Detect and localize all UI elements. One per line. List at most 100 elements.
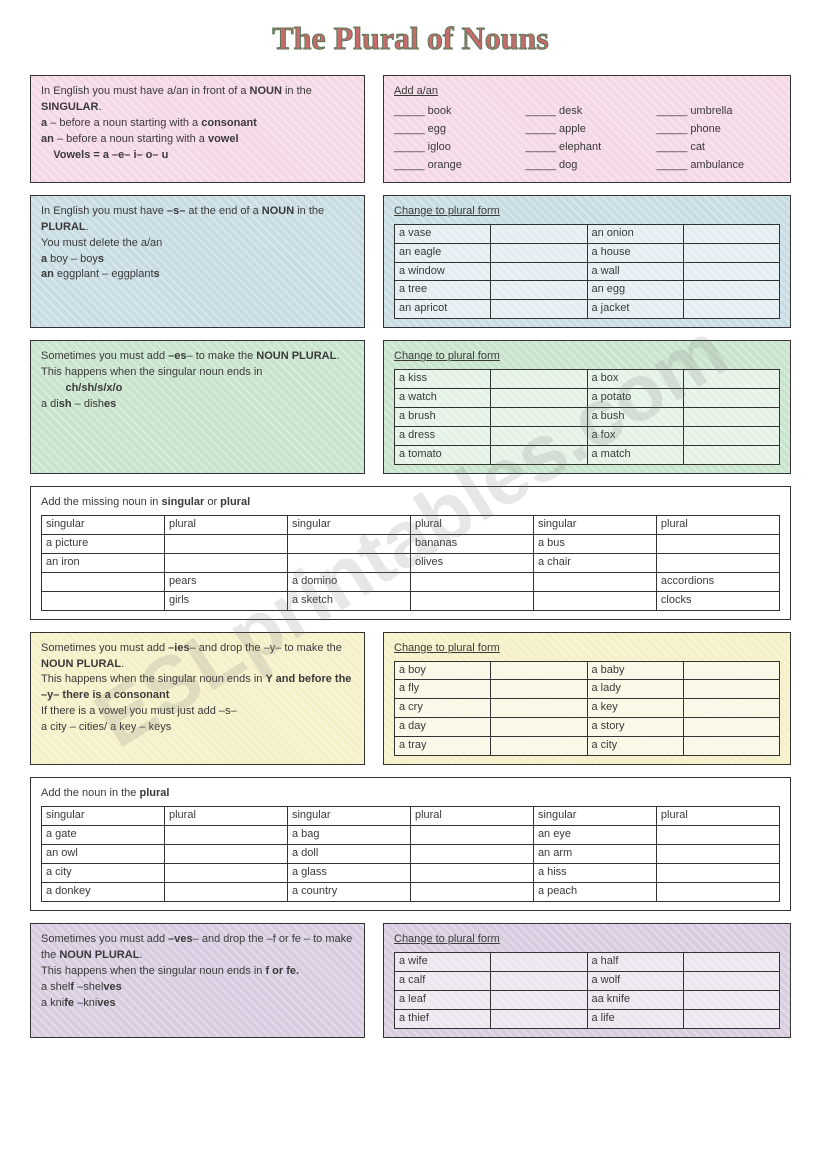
cell	[164, 826, 287, 845]
table-row: a calfa wolf	[395, 971, 780, 990]
cell: accordions	[656, 572, 779, 591]
table-row: a window a wall	[395, 262, 780, 281]
section-5: Sometimes you must add –ies– and drop th…	[30, 632, 791, 766]
word-cell: a tray	[395, 737, 491, 756]
table-row: a thiefa life	[395, 1009, 780, 1028]
table-row: a treean egg	[395, 281, 780, 300]
word-cell: an eagle	[395, 243, 491, 262]
answer-cell	[491, 243, 587, 262]
cell: an eye	[533, 826, 656, 845]
word-cell: a story	[587, 718, 683, 737]
word-cell: a window	[395, 262, 491, 281]
answer-cell	[491, 952, 587, 971]
cell: olives	[410, 553, 533, 572]
rule-box-ies: Sometimes you must add –ies– and drop th…	[30, 632, 365, 766]
rule-box-a-an: In English you must have a/an in front o…	[30, 75, 365, 183]
table-row: a dressa fox	[395, 427, 780, 446]
header-cell: plural	[164, 515, 287, 534]
table-row: a donkey a country a peach	[42, 882, 780, 901]
exercise-table: singularpluralsingularpluralsingularplur…	[41, 806, 780, 902]
exercise-table: a kissa boxa watcha potatoa brusha busha…	[394, 369, 780, 465]
word-cell: an onion	[587, 224, 683, 243]
fill-word: desk	[525, 104, 648, 120]
rule-box-s: In English you must have –s– at the end …	[30, 195, 365, 329]
cell: a bag	[287, 826, 410, 845]
answer-cell	[683, 224, 779, 243]
answer-cell	[683, 718, 779, 737]
cell	[656, 826, 779, 845]
answer-cell	[683, 661, 779, 680]
header-cell: plural	[656, 807, 779, 826]
header-cell: singular	[533, 515, 656, 534]
word-cell: a lady	[587, 680, 683, 699]
word-cell: a watch	[395, 389, 491, 408]
table-row: a gate a bag an eye	[42, 826, 780, 845]
table-row: a kissa box	[395, 370, 780, 389]
section-1: In English you must have a/an in front o…	[30, 75, 791, 183]
section-7: Sometimes you must add –ves– and drop th…	[30, 923, 791, 1038]
cell: a bus	[533, 534, 656, 553]
cell	[410, 826, 533, 845]
cell	[164, 845, 287, 864]
answer-cell	[491, 224, 587, 243]
rule-box-ves: Sometimes you must add –ves– and drop th…	[30, 923, 365, 1038]
answer-cell	[683, 370, 779, 389]
cell: a domino	[287, 572, 410, 591]
fill-word: ambulance	[657, 158, 780, 174]
cell: a sketch	[287, 591, 410, 610]
cell	[656, 882, 779, 901]
answer-cell	[491, 661, 587, 680]
word-cell: a boy	[395, 661, 491, 680]
header-cell: singular	[287, 807, 410, 826]
cell	[410, 572, 533, 591]
cell: a donkey	[42, 882, 165, 901]
exercise-box-ves: Change to plural form a wifea halfa calf…	[383, 923, 791, 1038]
fill-word: dog	[525, 158, 648, 174]
table-row: girlsa sketchclocks	[42, 591, 780, 610]
answer-cell	[491, 680, 587, 699]
exercise-table: a wifea halfa calfa wolfa leafaa knifea …	[394, 952, 780, 1029]
answer-cell	[683, 281, 779, 300]
table-row: a flya lady	[395, 680, 780, 699]
fill-word: elephant	[525, 140, 648, 156]
cell	[164, 534, 287, 553]
table-row: an eaglea house	[395, 243, 780, 262]
word-cell: a baby	[587, 661, 683, 680]
word-cell: a fox	[587, 427, 683, 446]
word-cell: a thief	[395, 1009, 491, 1028]
cell: a gate	[42, 826, 165, 845]
answer-cell	[683, 408, 779, 427]
cell: clocks	[656, 591, 779, 610]
header-cell: plural	[656, 515, 779, 534]
word-cell: a city	[587, 737, 683, 756]
table-row: a vase an onion	[395, 224, 780, 243]
cell	[533, 572, 656, 591]
rule-box-es: Sometimes you must add –es– to make the …	[30, 340, 365, 474]
fill-word: apple	[525, 122, 648, 138]
table-row: a citya glassa hiss	[42, 863, 780, 882]
fill-word: igloo	[394, 140, 517, 156]
fill-word: book	[394, 104, 517, 120]
cell: a doll	[287, 845, 410, 864]
header-cell: plural	[410, 515, 533, 534]
word-cell: a wall	[587, 262, 683, 281]
cell	[656, 863, 779, 882]
answer-cell	[683, 990, 779, 1009]
cell	[42, 572, 165, 591]
word-cell: a wolf	[587, 971, 683, 990]
cell: a country	[287, 882, 410, 901]
word-cell: a vase	[395, 224, 491, 243]
answer-cell	[683, 243, 779, 262]
cell: a picture	[42, 534, 165, 553]
word-cell: a key	[587, 699, 683, 718]
word-cell: a leaf	[395, 990, 491, 1009]
exercise-title: Change to plural form	[394, 641, 780, 657]
word-cell: a tree	[395, 281, 491, 300]
table-row: a watcha potato	[395, 389, 780, 408]
fill-word: umbrella	[657, 104, 780, 120]
cell	[656, 553, 779, 572]
word-cell: a half	[587, 952, 683, 971]
cell: a city	[42, 863, 165, 882]
cell	[410, 882, 533, 901]
cell: a peach	[533, 882, 656, 901]
